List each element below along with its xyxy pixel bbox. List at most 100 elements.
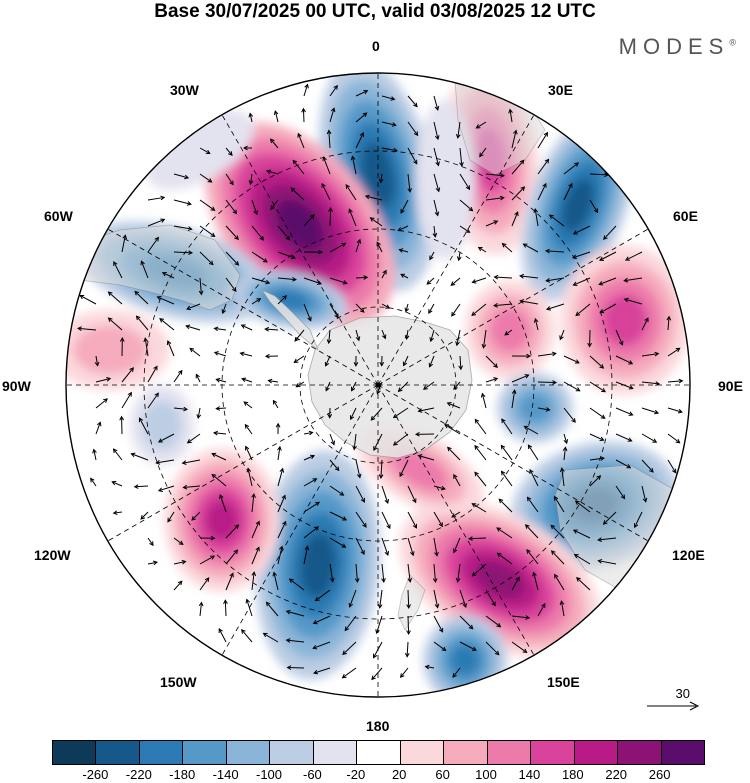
wind-vector [406, 329, 409, 340]
wind-vector [433, 173, 440, 192]
modes-logo-text: MODES [618, 34, 730, 59]
wind-vector [459, 589, 467, 608]
wind-vector [321, 183, 331, 201]
wind-vector [147, 218, 165, 227]
wind-vector-head [342, 650, 347, 656]
wind-vector-head [215, 406, 221, 411]
wind-vector-head [426, 280, 432, 285]
wind-vector-head [481, 343, 487, 349]
lon-label-150w: 150W [160, 674, 197, 690]
wind-vector [225, 277, 237, 292]
wind-vector-head [279, 467, 285, 473]
wind-vector [303, 455, 315, 461]
wind-vector-head [301, 107, 306, 113]
meridian-line [377, 384, 649, 542]
wind-vector-head [498, 498, 504, 504]
wind-vector-head [619, 340, 624, 346]
wind-vector [90, 478, 97, 487]
wind-vector-head [399, 673, 405, 679]
wind-vector-head [568, 182, 573, 188]
wind-vector [511, 374, 529, 383]
wind-vector-head [251, 571, 257, 577]
wind-vector-head [183, 406, 189, 412]
wind-vector-head [290, 187, 296, 193]
wind-vector [641, 317, 649, 331]
wind-vector-head [326, 129, 332, 135]
wind-vector [224, 600, 227, 617]
wind-vector-head [545, 407, 551, 412]
wind-vector-head [251, 493, 256, 498]
wind-vector-head [207, 178, 213, 183]
wind-vector-head [385, 304, 391, 309]
wind-vector [197, 407, 201, 419]
wind-vector [476, 121, 487, 129]
wind-vector [329, 459, 340, 471]
wind-vector-head [627, 437, 633, 442]
wind-vector-head [181, 460, 187, 465]
wind-vector [95, 378, 111, 383]
wind-vector [187, 433, 201, 444]
wind-vector-head [239, 351, 245, 357]
wind-vector-head [345, 184, 350, 189]
colorbar-tick-label: 180 [561, 767, 584, 782]
wind-vector-head [524, 374, 530, 379]
wind-vector-head [623, 277, 629, 283]
wind-vector-head [318, 249, 324, 255]
wind-vector [472, 563, 487, 577]
wind-vector [329, 277, 347, 284]
wind-vector-head [187, 226, 193, 231]
wind-vector [407, 173, 411, 192]
wind-vector [485, 589, 496, 606]
wind-vector [147, 366, 158, 383]
wind-vector-head [451, 513, 457, 518]
wind-vector [355, 563, 358, 582]
wind-vector-head [493, 363, 498, 369]
wind-vector [534, 318, 539, 331]
wind-vector-head [407, 187, 413, 193]
wind-vector-head [672, 468, 677, 474]
wind-vector [615, 485, 625, 499]
wind-vector-head [496, 552, 502, 558]
lon-label-30w: 30W [170, 82, 199, 98]
wind-vector [312, 641, 331, 649]
wind-vector [79, 295, 97, 305]
wind-vector [497, 552, 513, 565]
wind-vector [534, 208, 539, 227]
wind-vector-head [154, 236, 159, 242]
wind-vector [381, 511, 391, 529]
wind-vector [173, 225, 192, 230]
wind-vector-head [471, 646, 477, 651]
wind-vector [191, 511, 201, 521]
wind-vector-head [559, 335, 564, 341]
wind-vector-head [155, 460, 161, 465]
colorbar-swatch [443, 741, 487, 764]
wind-vector-head [265, 169, 271, 175]
wind-vector [241, 324, 253, 331]
wind-vector-head [376, 241, 381, 247]
wind-vector [641, 485, 647, 502]
wind-vector-head [435, 187, 441, 193]
wind-vector-head [474, 444, 479, 450]
wind-vector-head [501, 418, 506, 424]
wind-vector-head [599, 436, 605, 441]
wind-vector-head [264, 326, 270, 332]
wind-vector [173, 251, 193, 254]
wind-vector [144, 338, 149, 357]
wind-vector [572, 251, 591, 259]
wind-vector [162, 272, 175, 279]
wind-vector-head [620, 494, 626, 500]
wind-vector-head [500, 444, 506, 450]
wind-vector-head [602, 520, 608, 525]
wind-vector-head [341, 673, 347, 679]
wind-vector [121, 367, 134, 383]
lon-label-60e: 60E [673, 208, 698, 224]
wind-vector-head [211, 473, 217, 479]
wind-vector-head [213, 326, 219, 332]
anomaly-contour [145, 110, 255, 190]
wind-vector-head [166, 340, 172, 346]
wind-vector-head [397, 387, 403, 393]
wind-vector [625, 251, 643, 261]
wind-vector [433, 537, 438, 556]
wind-vector-head [378, 178, 384, 184]
wind-vector [157, 296, 175, 305]
